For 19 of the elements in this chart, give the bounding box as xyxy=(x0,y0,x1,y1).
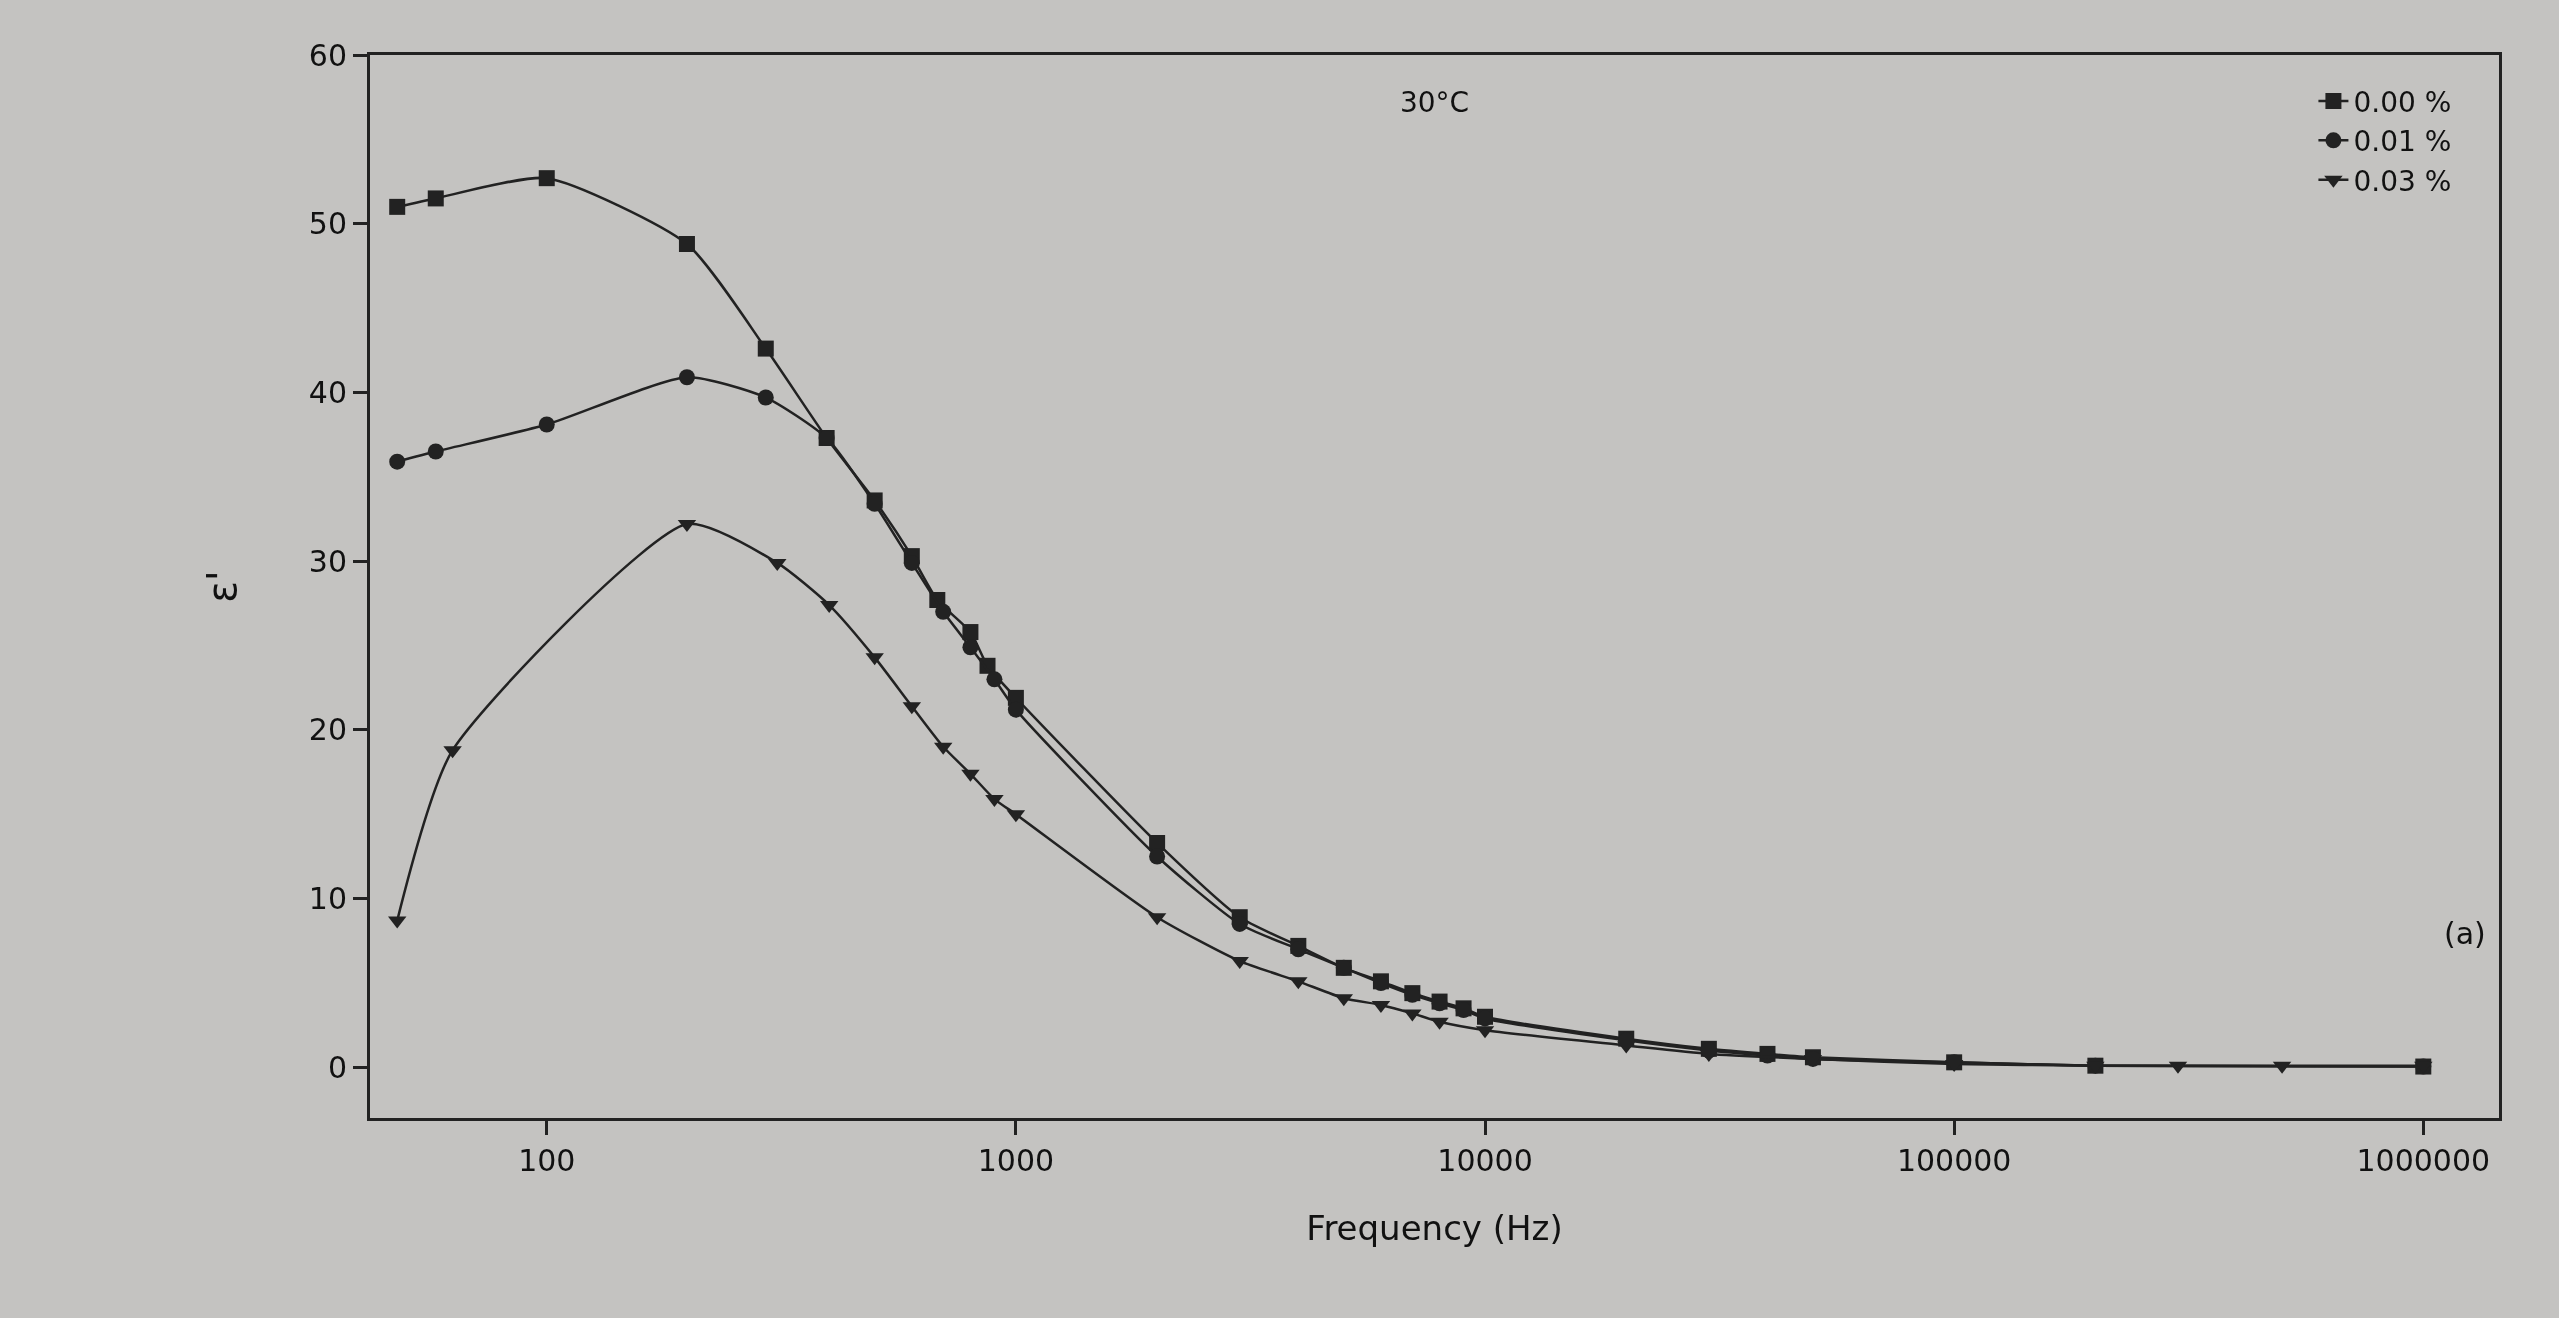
legend-label: 0.01 % xyxy=(2353,125,2452,159)
x-axis-title: Frequency (Hz) xyxy=(1306,1208,1563,1249)
y-tick-label: 30 xyxy=(308,543,347,579)
x-tick-label: 10000 xyxy=(1437,1143,1533,1178)
y-tick-label: 10 xyxy=(308,881,347,917)
x-tick-label: 100 xyxy=(518,1143,576,1178)
y-tick-label: 60 xyxy=(308,37,347,73)
text: 30°C xyxy=(1399,85,1470,119)
y-tick-label: 40 xyxy=(308,374,347,410)
x-tick-label: 1000000 xyxy=(2356,1143,2491,1178)
annotation: (a) xyxy=(2444,916,2486,951)
y-axis-title: ε' xyxy=(199,570,246,603)
y-tick-label: 0 xyxy=(327,1049,347,1085)
x-tick-label: 1000 xyxy=(977,1143,1055,1178)
legend-label: 0.00 % xyxy=(2353,85,2452,119)
legend-label: 0.03 % xyxy=(2353,164,2452,198)
y-tick-label: 50 xyxy=(308,206,347,242)
y-tick-label: 20 xyxy=(308,712,347,748)
x-tick-label: 100000 xyxy=(1896,1143,2012,1178)
